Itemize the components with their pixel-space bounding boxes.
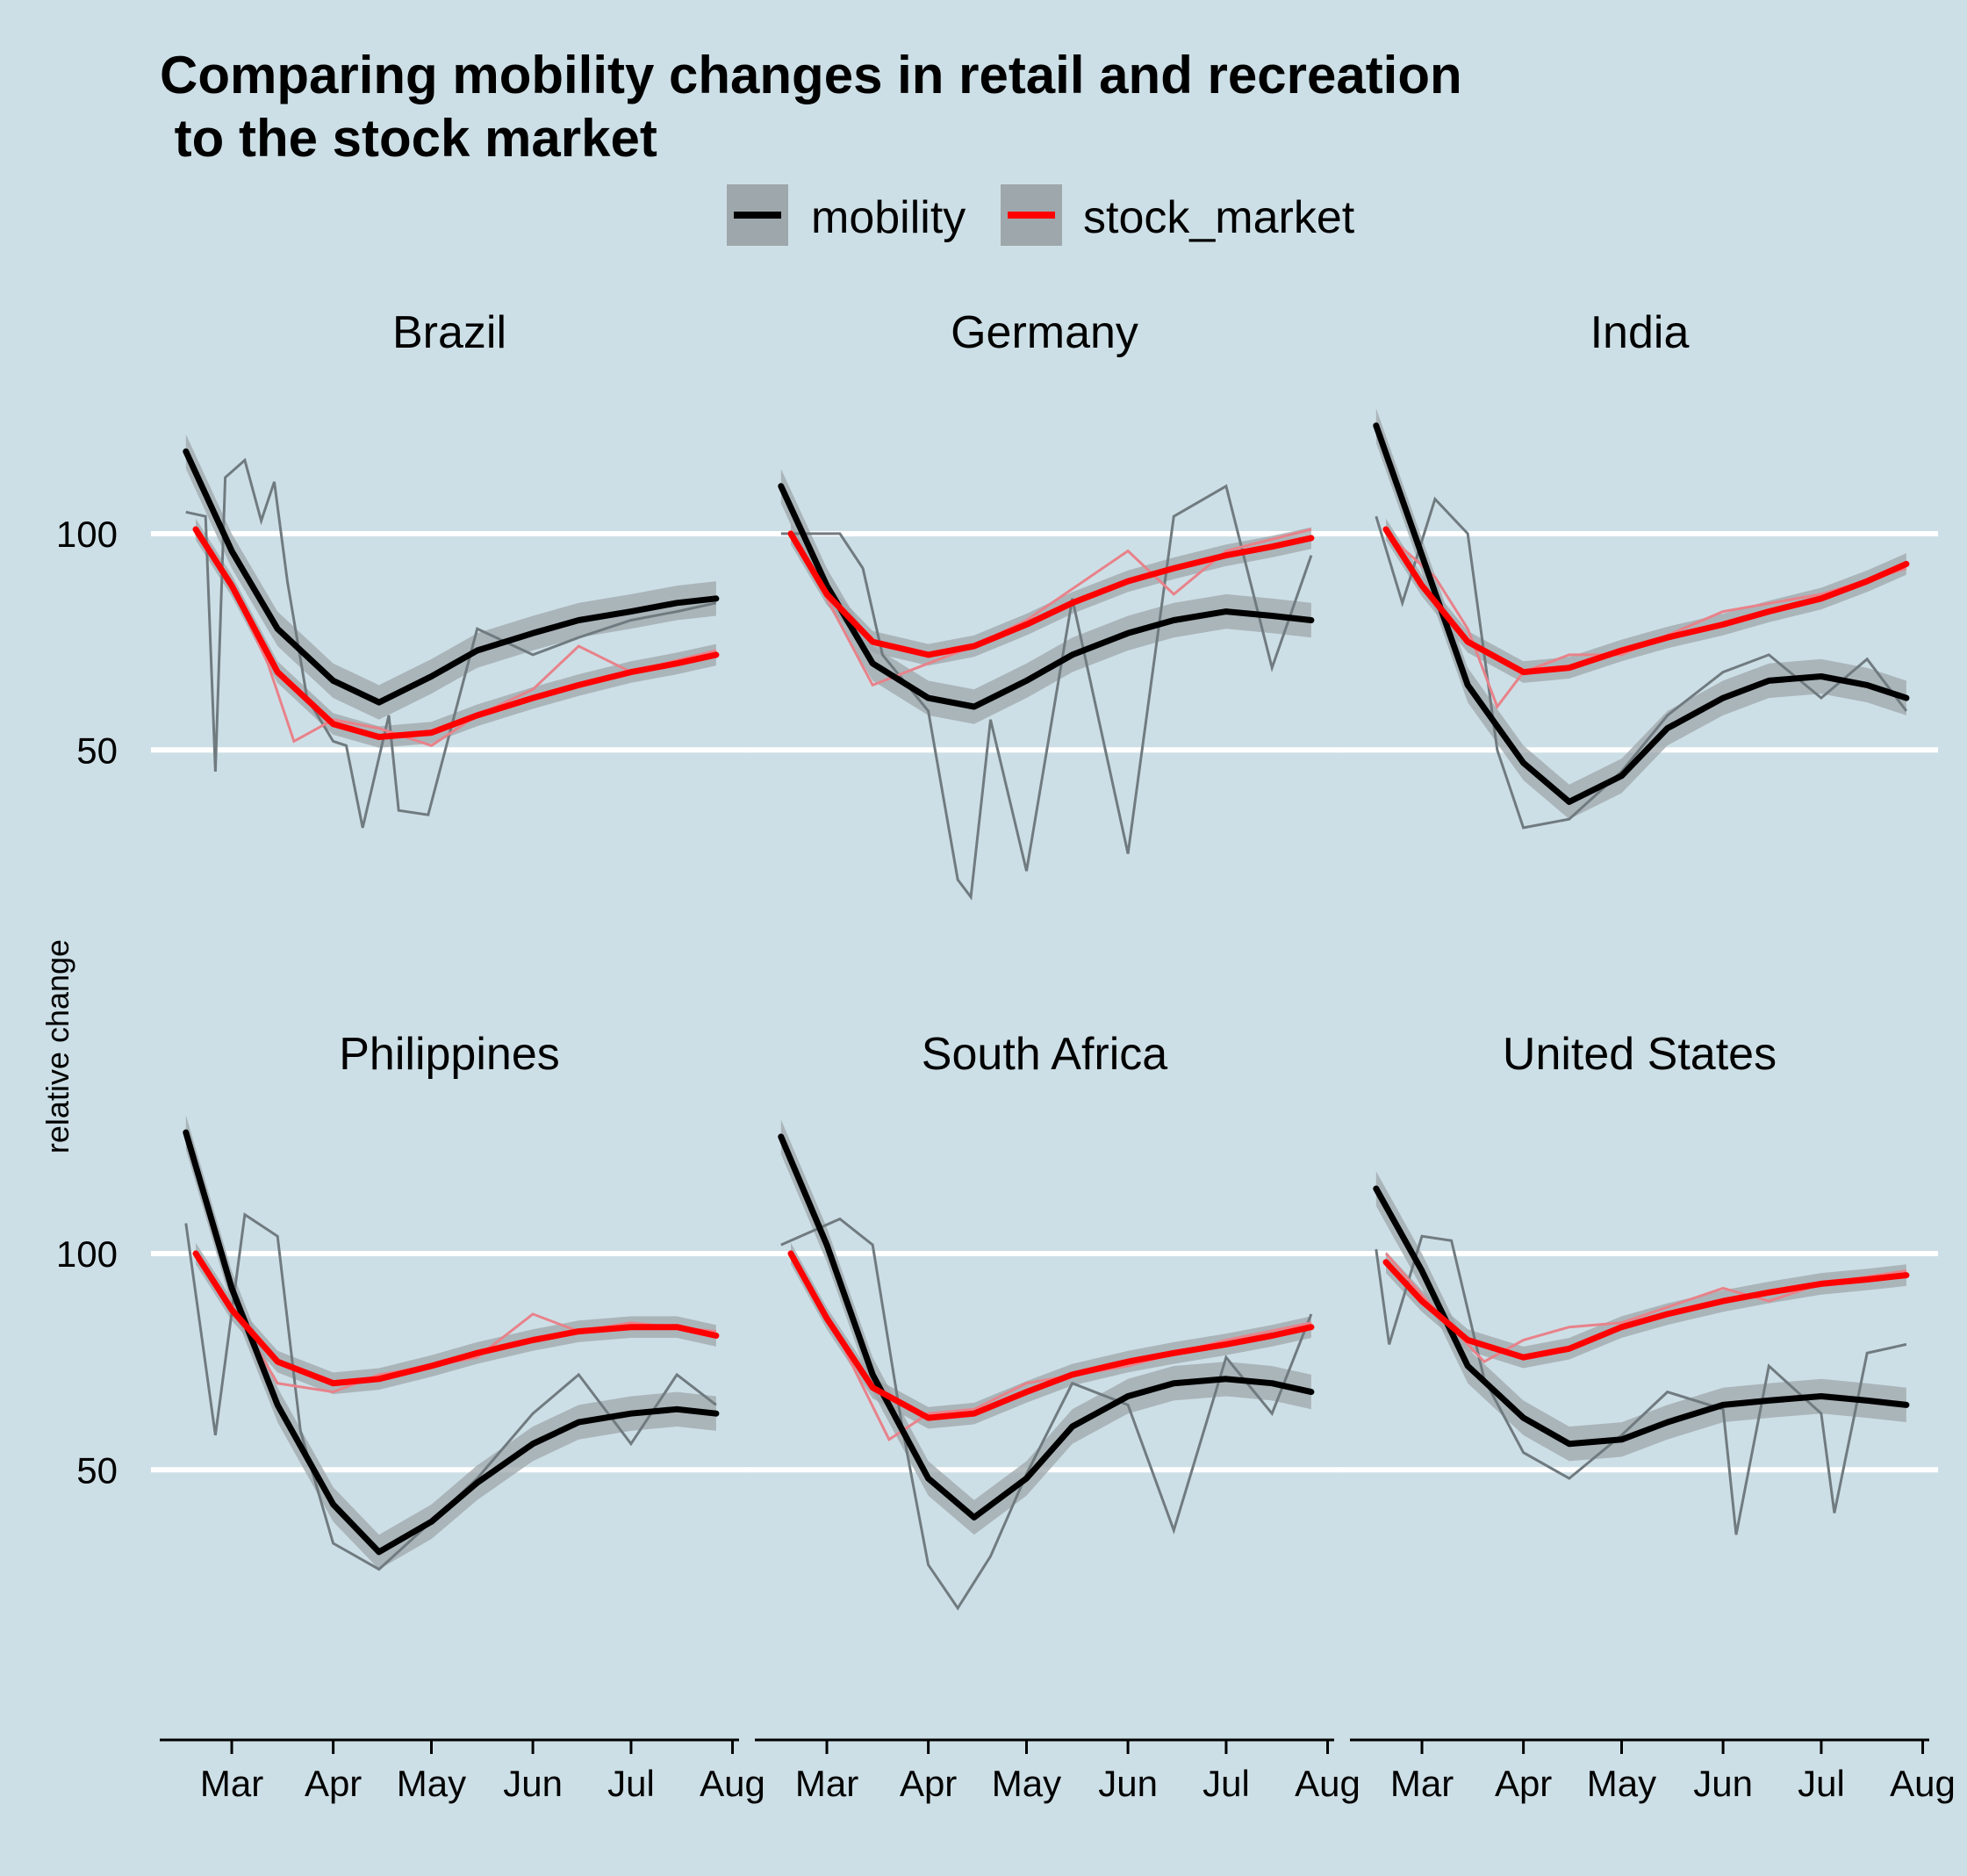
x-tick-label-south-africa-apr: Apr (900, 1763, 957, 1804)
chart-title-line-2: to the stock market (160, 109, 657, 168)
x-tick-label-united-states-apr: Apr (1495, 1763, 1552, 1804)
mobility-raw-philippines (184, 1212, 717, 1571)
mobility-line-united-states (1373, 1185, 1910, 1448)
x-tick-label-philippines-apr: Apr (305, 1763, 362, 1804)
stock-band-philippines (196, 1242, 716, 1395)
mobility-line-india (1373, 422, 1910, 805)
mobility-line-brazil (183, 448, 720, 706)
mobility-line-germany (778, 483, 1315, 710)
mobility-raw-brazil (185, 457, 717, 829)
mobility-line-philippines (183, 1129, 720, 1556)
mobility-raw-united-states (1375, 1234, 1907, 1535)
stock-band-south-africa (791, 1242, 1311, 1429)
stock-line-south-africa (787, 1250, 1315, 1421)
mobility-raw-india (1375, 496, 1908, 830)
mobility-line-south-africa (778, 1133, 1315, 1520)
x-tick-label-philippines-mar: Mar (200, 1763, 263, 1804)
y-tick-label-100: 100 (56, 1233, 118, 1275)
x-tick-label-philippines-jul: Jul (607, 1763, 655, 1804)
stock-line-united-states (1382, 1259, 1910, 1361)
mobility-raw-germany (780, 484, 1313, 901)
x-tick-label-united-states-may: May (1587, 1763, 1656, 1804)
x-tick-label-south-africa-mar: Mar (795, 1763, 858, 1804)
x-tick-label-united-states-aug: Aug (1890, 1763, 1956, 1804)
mobility-band-united-states (1375, 1171, 1906, 1462)
x-tick-label-philippines-may: May (397, 1763, 466, 1804)
legend-label-mobility: mobility (811, 192, 966, 243)
panel-title-germany: Germany (951, 307, 1138, 358)
x-tick-label-south-africa-jul: Jul (1202, 1763, 1250, 1804)
legend-label-stock_market: stock_market (1083, 192, 1355, 243)
panel-united-states: United States Mar Apr May Jun Jul Aug (1341, 1029, 1956, 1804)
stock-line-brazil (192, 526, 720, 740)
chart-title-line-1: Comparing mobility changes in retail and… (160, 46, 1462, 104)
panel-title-brazil: Brazil (392, 307, 506, 358)
y-axis-label-group: relative change (39, 939, 75, 1154)
legend: mobility stock_market (727, 184, 1355, 246)
panel-title-philippines: Philippines (339, 1029, 560, 1080)
panel-title-india: India (1590, 307, 1690, 358)
panel-title-south-africa: South Africa (922, 1029, 1167, 1080)
x-tick-label-philippines-jun: Jun (503, 1763, 563, 1804)
panel-title-united-states: United States (1503, 1029, 1777, 1080)
x-tick-label-south-africa-aug: Aug (1295, 1763, 1360, 1804)
x-tick-label-united-states-mar: Mar (1390, 1763, 1454, 1804)
chart-title: Comparing mobility changes in retail and… (160, 46, 1462, 168)
stock-band-brazil (196, 518, 716, 748)
y-tick-label-100: 100 (56, 514, 118, 555)
panel-philippines: Philippines 50 100 Mar Apr May Jun Jul Aug (56, 1029, 765, 1804)
x-tick-label-philippines-aug: Aug (700, 1763, 765, 1804)
y-tick-label-50: 50 (76, 1449, 118, 1491)
panel-germany: Germany (746, 307, 1343, 901)
x-tick-label-united-states-jul: Jul (1798, 1763, 1845, 1804)
y-tick-label-50: 50 (76, 730, 118, 771)
mobility-raw-south-africa (780, 1217, 1313, 1611)
stock-line-india (1382, 526, 1910, 676)
stock-band-germany (791, 522, 1311, 666)
panel-india: India (1341, 307, 1938, 830)
y-axis-label: relative change (39, 939, 75, 1154)
stock-line-philippines (192, 1250, 720, 1387)
stock-band-united-states (1386, 1251, 1906, 1369)
x-tick-label-south-africa-jun: Jun (1098, 1763, 1158, 1804)
panel-south-africa: South Africa Mar Apr May Jun Jul Aug (746, 1029, 1360, 1804)
x-tick-label-united-states-jun: Jun (1693, 1763, 1753, 1804)
x-tick-label-south-africa-may: May (992, 1763, 1061, 1804)
stock-raw-india (1385, 532, 1907, 710)
panels: Brazil 50 100 Germany India Philippines 50 100 M… (56, 307, 1956, 1804)
stock-line-germany (787, 530, 1315, 658)
panel-brazil: Brazil 50 100 (56, 307, 748, 829)
